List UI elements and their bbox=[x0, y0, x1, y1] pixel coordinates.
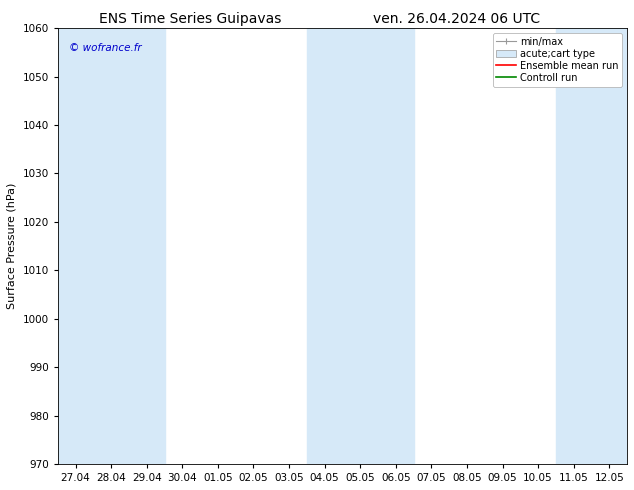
Text: © wofrance.fr: © wofrance.fr bbox=[69, 43, 142, 53]
Legend: min/max, acute;cart type, Ensemble mean run, Controll run: min/max, acute;cart type, Ensemble mean … bbox=[493, 33, 622, 87]
Bar bbox=[307, 28, 413, 464]
Bar bbox=[58, 28, 164, 464]
Text: ven. 26.04.2024 06 UTC: ven. 26.04.2024 06 UTC bbox=[373, 12, 540, 26]
Bar bbox=[556, 28, 627, 464]
Y-axis label: Surface Pressure (hPa): Surface Pressure (hPa) bbox=[7, 183, 17, 309]
Text: ENS Time Series Guipavas: ENS Time Series Guipavas bbox=[99, 12, 281, 26]
